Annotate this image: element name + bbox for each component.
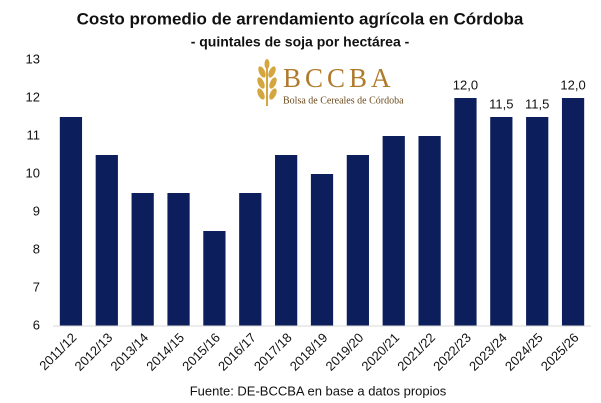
x-tick-label: 2016/17: [215, 330, 259, 374]
bar: [561, 98, 585, 326]
bar: [418, 136, 441, 326]
bar: [275, 155, 298, 326]
logo-tagline: Bolsa de Cereales de Córdoba: [283, 95, 404, 106]
y-tick-label: 13: [26, 51, 40, 66]
chart-subtitle: - quintales de soja por hectárea -: [191, 34, 410, 50]
y-tick-label: 7: [33, 279, 40, 294]
x-tick-label: 2021/22: [394, 330, 438, 374]
bar: [167, 193, 190, 326]
x-tick-label: 2017/18: [251, 330, 295, 374]
source-note: Fuente: DE-BCCBA en base a datos propios: [190, 383, 447, 398]
x-tick-label: 2019/20: [323, 330, 367, 374]
bar: [239, 193, 262, 326]
bar: [95, 155, 118, 326]
y-tick-label: 11: [27, 127, 41, 142]
bar: [382, 136, 405, 326]
x-tick-label: 2012/13: [72, 330, 116, 374]
logo-icon: [257, 59, 277, 106]
bar: [526, 117, 549, 326]
x-tick-label: 2023/24: [466, 330, 510, 374]
x-tick-label: 2025/26: [538, 330, 582, 374]
x-tick-label: 2018/19: [287, 330, 331, 374]
x-tick-label: 2024/25: [502, 330, 546, 374]
y-tick-label: 8: [33, 241, 40, 256]
y-tick-label: 10: [26, 165, 40, 180]
x-tick-label: 2020/21: [358, 330, 402, 374]
x-tick-label: 2015/16: [179, 330, 223, 374]
value-label: 11,5: [489, 96, 513, 111]
bar: [59, 117, 83, 326]
y-tick-label: 6: [33, 317, 40, 332]
bar: [131, 193, 154, 326]
bar: [454, 98, 477, 326]
bar: [490, 117, 513, 326]
x-tick-label: 2013/14: [107, 330, 151, 374]
value-label: 12,0: [560, 77, 585, 92]
y-tick-label: 9: [33, 203, 40, 218]
x-tick-label: 2014/15: [143, 330, 187, 374]
bar: [346, 155, 369, 326]
logo-name: BCCBA: [283, 63, 395, 93]
x-tick-label: 2011/12: [36, 330, 79, 373]
bar: [203, 231, 226, 326]
value-label: 12,0: [453, 77, 478, 92]
chart-title: Costo promedio de arrendamiento agrícola…: [77, 9, 524, 28]
bar: [310, 174, 334, 326]
y-tick-label: 12: [26, 89, 40, 104]
value-label: 11,5: [525, 96, 549, 111]
x-tick-label: 2022/23: [430, 330, 474, 374]
